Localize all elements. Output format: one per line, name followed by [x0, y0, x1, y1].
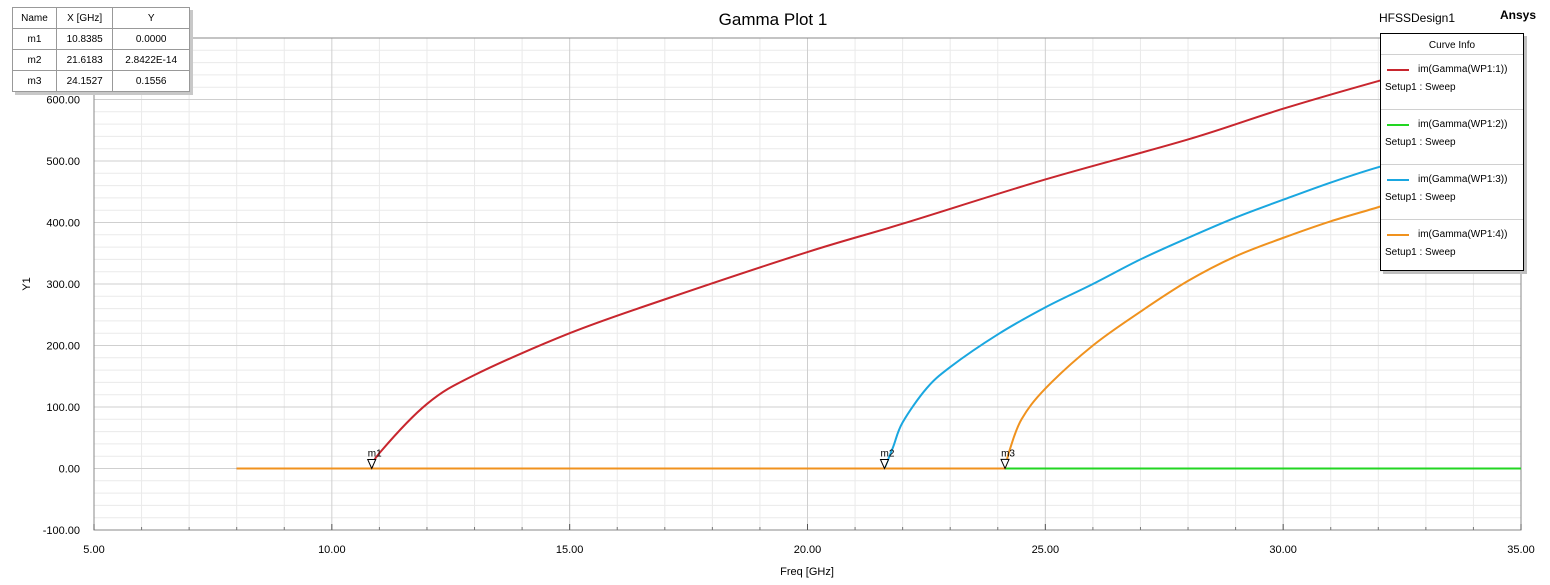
legend-item[interactable]: im(Gamma(WP1:2)) Setup1 : Sweep	[1381, 109, 1523, 164]
marker-name-cell: m3	[12, 70, 57, 92]
series-layer	[236, 43, 1521, 470]
x-tick-label: 20.00	[794, 544, 822, 556]
table-row[interactable]: m2 21.6183 2.8422E-14	[12, 49, 190, 71]
column-header: Y	[112, 7, 190, 29]
marker-y-cell: 0.0000	[112, 28, 190, 50]
legend-item-setup: Setup1 : Sweep	[1385, 192, 1456, 203]
table-row[interactable]: m1 10.8385 0.0000	[12, 28, 190, 50]
legend-item-name: im(Gamma(WP1:3))	[1418, 174, 1508, 185]
x-tick-label: 25.00	[1032, 544, 1060, 556]
y-tick-label: 100.00	[46, 402, 80, 414]
series-line	[370, 43, 1521, 469]
x-tick-label: 15.00	[556, 544, 584, 556]
x-tick-labels: 5.00 10.00 15.00 20.00 25.00 30.00 35.00	[83, 544, 1534, 556]
marker-x-cell: 10.8385	[55, 28, 114, 50]
legend-item[interactable]: im(Gamma(WP1:3)) Setup1 : Sweep	[1381, 164, 1523, 219]
legend-item-name: im(Gamma(WP1:2))	[1418, 119, 1508, 130]
y-tick-label: 400.00	[46, 218, 80, 230]
design-name: HFSSDesign1	[1379, 11, 1455, 25]
y-tick-label: 0.00	[59, 464, 80, 476]
marker-x-cell: 21.6183	[55, 49, 114, 71]
x-tick-label: 10.00	[318, 544, 346, 556]
column-header: Name	[12, 7, 57, 29]
x-tick-label: 5.00	[83, 544, 104, 556]
y-tick-label: 600.00	[46, 95, 80, 107]
marker-label: m3	[1001, 448, 1015, 459]
marker-y-cell: 2.8422E-14	[112, 49, 190, 71]
x-tick-label: 30.00	[1269, 544, 1297, 556]
table-row[interactable]: m3 24.1527 0.1556	[12, 70, 190, 92]
marker-triangle	[879, 459, 890, 470]
legend-item-name: im(Gamma(WP1:1))	[1418, 64, 1508, 75]
brand-logo: Ansys	[1500, 8, 1536, 22]
marker-triangle	[366, 459, 377, 470]
column-header: X [GHz]	[55, 7, 114, 29]
marker-table[interactable]: Name X [GHz] Y m1 10.8385 0.0000 m2 21.6…	[12, 7, 190, 92]
legend-item[interactable]: im(Gamma(WP1:4)) Setup1 : Sweep	[1381, 219, 1523, 274]
legend-swatch	[1387, 69, 1409, 71]
marker-layer: m1 m2 m3	[366, 448, 1015, 470]
curve-info-legend[interactable]: Curve Info im(Gamma(WP1:1)) Setup1 : Swe…	[1380, 33, 1524, 271]
legend-title: Curve Info	[1428, 40, 1476, 51]
marker-y-cell: 0.1556	[112, 70, 190, 92]
y-axis-label: Y1	[21, 277, 33, 290]
marker-label: m1	[368, 449, 382, 460]
y-tick-label: 200.00	[46, 341, 80, 353]
legend-item-setup: Setup1 : Sweep	[1385, 82, 1456, 93]
legend-swatch	[1387, 234, 1409, 236]
legend-swatch	[1387, 124, 1409, 126]
legend-item-name: im(Gamma(WP1:4))	[1418, 229, 1508, 240]
marker-label: m2	[881, 449, 895, 460]
y-tick-label: 500.00	[46, 156, 80, 168]
y-tick-label: -100.00	[43, 525, 80, 537]
chart-title: Gamma Plot 1	[719, 10, 828, 29]
legend-item-setup: Setup1 : Sweep	[1385, 247, 1456, 258]
axis-ticks	[93, 524, 1522, 530]
legend-item[interactable]: im(Gamma(WP1:1)) Setup1 : Sweep	[1381, 54, 1523, 109]
marker-triangle	[1000, 458, 1010, 470]
marker-table-header: Name X [GHz] Y	[12, 7, 190, 29]
y-tick-label: 300.00	[46, 279, 80, 291]
x-axis-label: Freq [GHz]	[780, 566, 834, 578]
marker-name-cell: m1	[12, 28, 57, 50]
x-tick-label: 35.00	[1507, 544, 1535, 556]
legend-swatch	[1387, 179, 1409, 181]
legend-item-setup: Setup1 : Sweep	[1385, 137, 1456, 148]
y-tick-labels: -100.00 0.00 100.00 200.00 300.00 400.00 500.0…	[43, 95, 80, 538]
series-line	[883, 129, 1521, 469]
marker-x-cell: 24.1527	[55, 70, 114, 92]
marker-name-cell: m2	[12, 49, 57, 71]
